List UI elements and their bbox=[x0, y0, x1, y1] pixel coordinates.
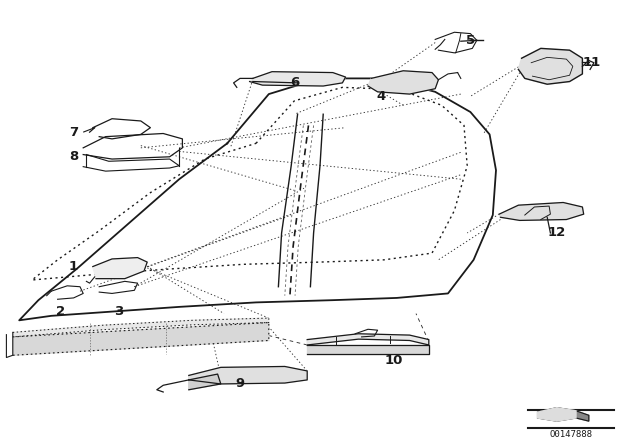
Polygon shape bbox=[368, 71, 438, 94]
Text: 11: 11 bbox=[583, 56, 601, 69]
Text: 7: 7 bbox=[69, 125, 78, 139]
Polygon shape bbox=[93, 258, 147, 279]
Text: 6: 6 bbox=[290, 76, 299, 90]
Polygon shape bbox=[538, 408, 589, 421]
Polygon shape bbox=[307, 345, 429, 354]
Text: 3: 3 bbox=[114, 305, 123, 318]
Polygon shape bbox=[538, 408, 576, 421]
Polygon shape bbox=[189, 374, 221, 390]
Polygon shape bbox=[13, 323, 269, 355]
Text: 1: 1 bbox=[69, 260, 78, 273]
Text: 2: 2 bbox=[56, 305, 65, 318]
Text: 5: 5 bbox=[466, 34, 475, 47]
Polygon shape bbox=[499, 202, 584, 220]
Text: 10: 10 bbox=[385, 354, 403, 367]
Polygon shape bbox=[518, 48, 582, 84]
Text: 12: 12 bbox=[548, 226, 566, 240]
Polygon shape bbox=[250, 72, 346, 86]
Text: O0147888: O0147888 bbox=[549, 430, 593, 439]
Polygon shape bbox=[307, 334, 429, 345]
Polygon shape bbox=[189, 366, 307, 384]
Text: 9: 9 bbox=[236, 376, 244, 390]
Text: 8: 8 bbox=[69, 150, 78, 164]
Polygon shape bbox=[13, 318, 269, 337]
Text: 4: 4 bbox=[376, 90, 385, 103]
